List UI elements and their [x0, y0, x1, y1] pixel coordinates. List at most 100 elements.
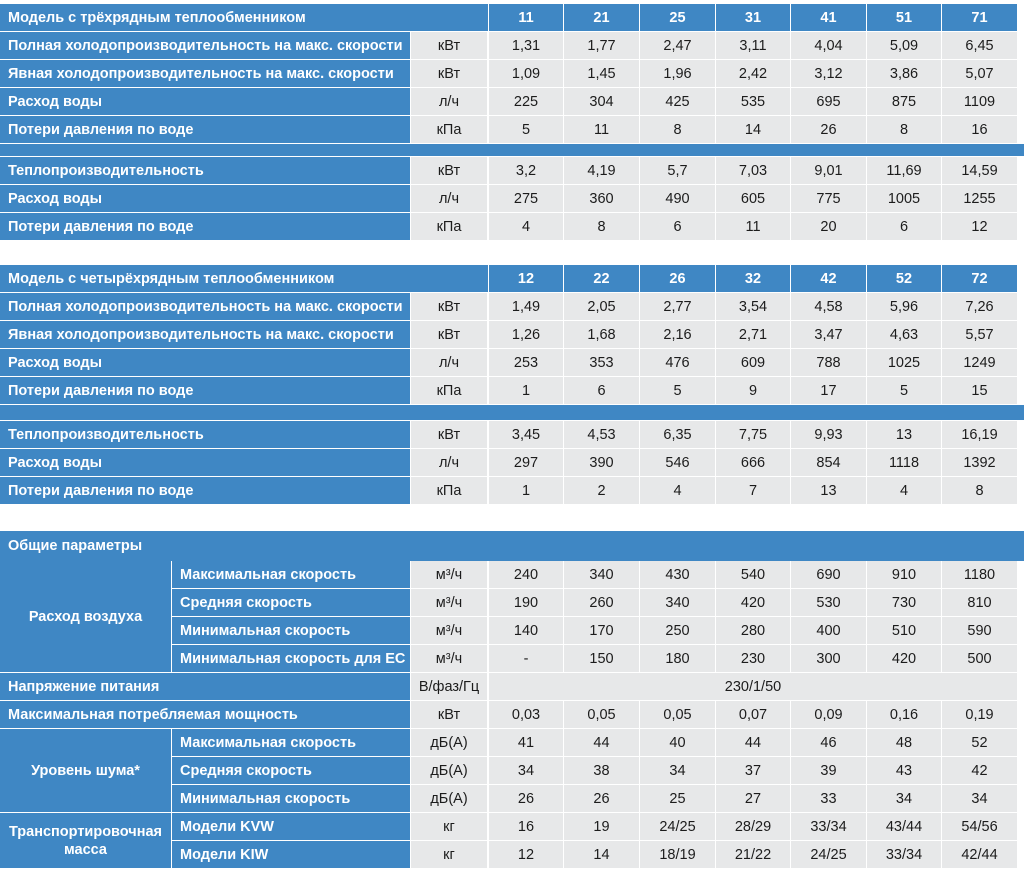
noise-group-label: Уровень шума*	[0, 729, 171, 812]
noise-row-value: 34	[640, 757, 715, 784]
model-number-header: 12	[489, 265, 563, 292]
mass-unit: кг	[411, 841, 487, 868]
four-row-heating-row-unit: л/ч	[411, 449, 487, 476]
four-row-heating-row-value: 8	[942, 477, 1017, 504]
three-row-heating-row-value: 605	[716, 185, 790, 212]
transport-mass-group-label: Транспортировочная масса	[0, 813, 171, 868]
three-row-cooling-row-label: Явная холодопроизводительность на макс. …	[0, 60, 410, 87]
mass-row-value: 33/34	[791, 813, 866, 840]
noise-speed-label: Минимальная скорость	[172, 785, 410, 812]
three-row-cooling-row-value: 1,09	[489, 60, 563, 87]
four-row-cooling-row-unit: л/ч	[411, 349, 487, 376]
three-row-heating-row-value: 11	[716, 213, 790, 240]
three-row-heating-row-unit: кПа	[411, 213, 487, 240]
mass-row-value: 21/22	[716, 841, 790, 868]
three-row-cooling-row-value: 225	[489, 88, 563, 115]
three-row-cooling-row-value: 1,77	[564, 32, 639, 59]
three-row-heating-row-value: 1005	[867, 185, 941, 212]
airflow-speed-label: Максимальная скорость	[172, 561, 410, 588]
airflow-row-value: 540	[716, 561, 790, 588]
three-row-cooling-row-value: 26	[791, 116, 866, 143]
airflow-row-value: 400	[791, 617, 866, 644]
three-row-heating-row-value: 8	[564, 213, 639, 240]
airflow-row-value: 180	[640, 645, 715, 672]
model-number-header: 32	[716, 265, 790, 292]
four-row-cooling-row-value: 476	[640, 349, 715, 376]
airflow-speed-label: Минимальная скорость для EC	[172, 645, 410, 672]
mass-model-label: Модели KIW	[172, 841, 410, 868]
noise-row-value: 48	[867, 729, 941, 756]
four-row-cooling-row-value: 9	[716, 377, 790, 404]
mass-row-value: 18/19	[640, 841, 715, 868]
noise-row-value: 38	[564, 757, 639, 784]
four-row-cooling-row-label: Полная холодопроизводительность на макс.…	[0, 293, 410, 320]
model-number-header: 42	[791, 265, 866, 292]
four-row-cooling-row-value: 1025	[867, 349, 941, 376]
airflow-speed-label: Средняя скорость	[172, 589, 410, 616]
airflow-row-value: 300	[791, 645, 866, 672]
four-row-cooling-row-value: 1,26	[489, 321, 563, 348]
voltage-unit: В/фаз/Гц	[411, 673, 487, 700]
mass-unit: кг	[411, 813, 487, 840]
three-row-cooling-row-value: 3,11	[716, 32, 790, 59]
mass-row-value: 42/44	[942, 841, 1017, 868]
model-number-header: 51	[867, 4, 941, 31]
model-number-header: 22	[564, 265, 639, 292]
three-row-heating-row-value: 4	[489, 213, 563, 240]
noise-row-value: 41	[489, 729, 563, 756]
noise-unit: дБ(А)	[411, 757, 487, 784]
four-row-cooling-row-value: 2,05	[564, 293, 639, 320]
four-row-cooling-row-label: Явная холодопроизводительность на макс. …	[0, 321, 410, 348]
model-number-header: 41	[791, 4, 866, 31]
three-row-cooling-row-label: Потери давления по воде	[0, 116, 410, 143]
three-row-cooling-row-value: 535	[716, 88, 790, 115]
noise-row-value: 42	[942, 757, 1017, 784]
section-divider	[0, 144, 1024, 156]
airflow-row-value: 590	[942, 617, 1017, 644]
four-row-heating-row-value: 1	[489, 477, 563, 504]
noise-row-value: 37	[716, 757, 790, 784]
four-row-heating-row-value: 1118	[867, 449, 941, 476]
airflow-row-value: 500	[942, 645, 1017, 672]
four-row-cooling-row-value: 5,57	[942, 321, 1017, 348]
airflow-row-value: 280	[716, 617, 790, 644]
three-row-model-title: Модель с трёхрядным теплообменником	[0, 4, 488, 31]
four-row-cooling-row-value: 5,96	[867, 293, 941, 320]
noise-row-value: 39	[791, 757, 866, 784]
airflow-row-value: 420	[867, 645, 941, 672]
voltage-label: Напряжение питания	[0, 673, 410, 700]
three-row-cooling-row-value: 2,42	[716, 60, 790, 87]
max-power-row-value: 0,05	[640, 701, 715, 728]
three-row-heating-row-value: 275	[489, 185, 563, 212]
three-row-cooling-row-value: 1,31	[489, 32, 563, 59]
three-row-cooling-row-value: 5,09	[867, 32, 941, 59]
four-row-cooling-row-value: 4,58	[791, 293, 866, 320]
four-row-heating-row-value: 854	[791, 449, 866, 476]
three-row-heating-row-value: 6	[640, 213, 715, 240]
airflow-row-value: 1180	[942, 561, 1017, 588]
mass-row-value: 24/25	[640, 813, 715, 840]
three-row-heating-row-value: 6	[867, 213, 941, 240]
four-row-heating-row-label: Потери давления по воде	[0, 477, 410, 504]
four-row-heating-row-value: 13	[791, 477, 866, 504]
four-row-cooling-row-unit: кПа	[411, 377, 487, 404]
three-row-cooling-row-label: Расход воды	[0, 88, 410, 115]
noise-row-value: 44	[716, 729, 790, 756]
airflow-row-value: 250	[640, 617, 715, 644]
three-row-heating-row-value: 14,59	[942, 157, 1017, 184]
three-row-cooling-row-unit: кВт	[411, 32, 487, 59]
four-row-cooling-row-unit: кВт	[411, 321, 487, 348]
four-row-cooling-row-value: 4,63	[867, 321, 941, 348]
max-power-row-value: 0,05	[564, 701, 639, 728]
model-number-header: 26	[640, 265, 715, 292]
three-row-heating-row-label: Потери давления по воде	[0, 213, 410, 240]
four-row-heating-row-unit: кПа	[411, 477, 487, 504]
four-row-cooling-row-value: 1	[489, 377, 563, 404]
four-row-cooling-row-value: 17	[791, 377, 866, 404]
airflow-row-value: 260	[564, 589, 639, 616]
airflow-row-value: 170	[564, 617, 639, 644]
max-power-row-unit: кВт	[411, 701, 487, 728]
four-row-cooling-row-value: 5	[867, 377, 941, 404]
model-number-header: 31	[716, 4, 790, 31]
